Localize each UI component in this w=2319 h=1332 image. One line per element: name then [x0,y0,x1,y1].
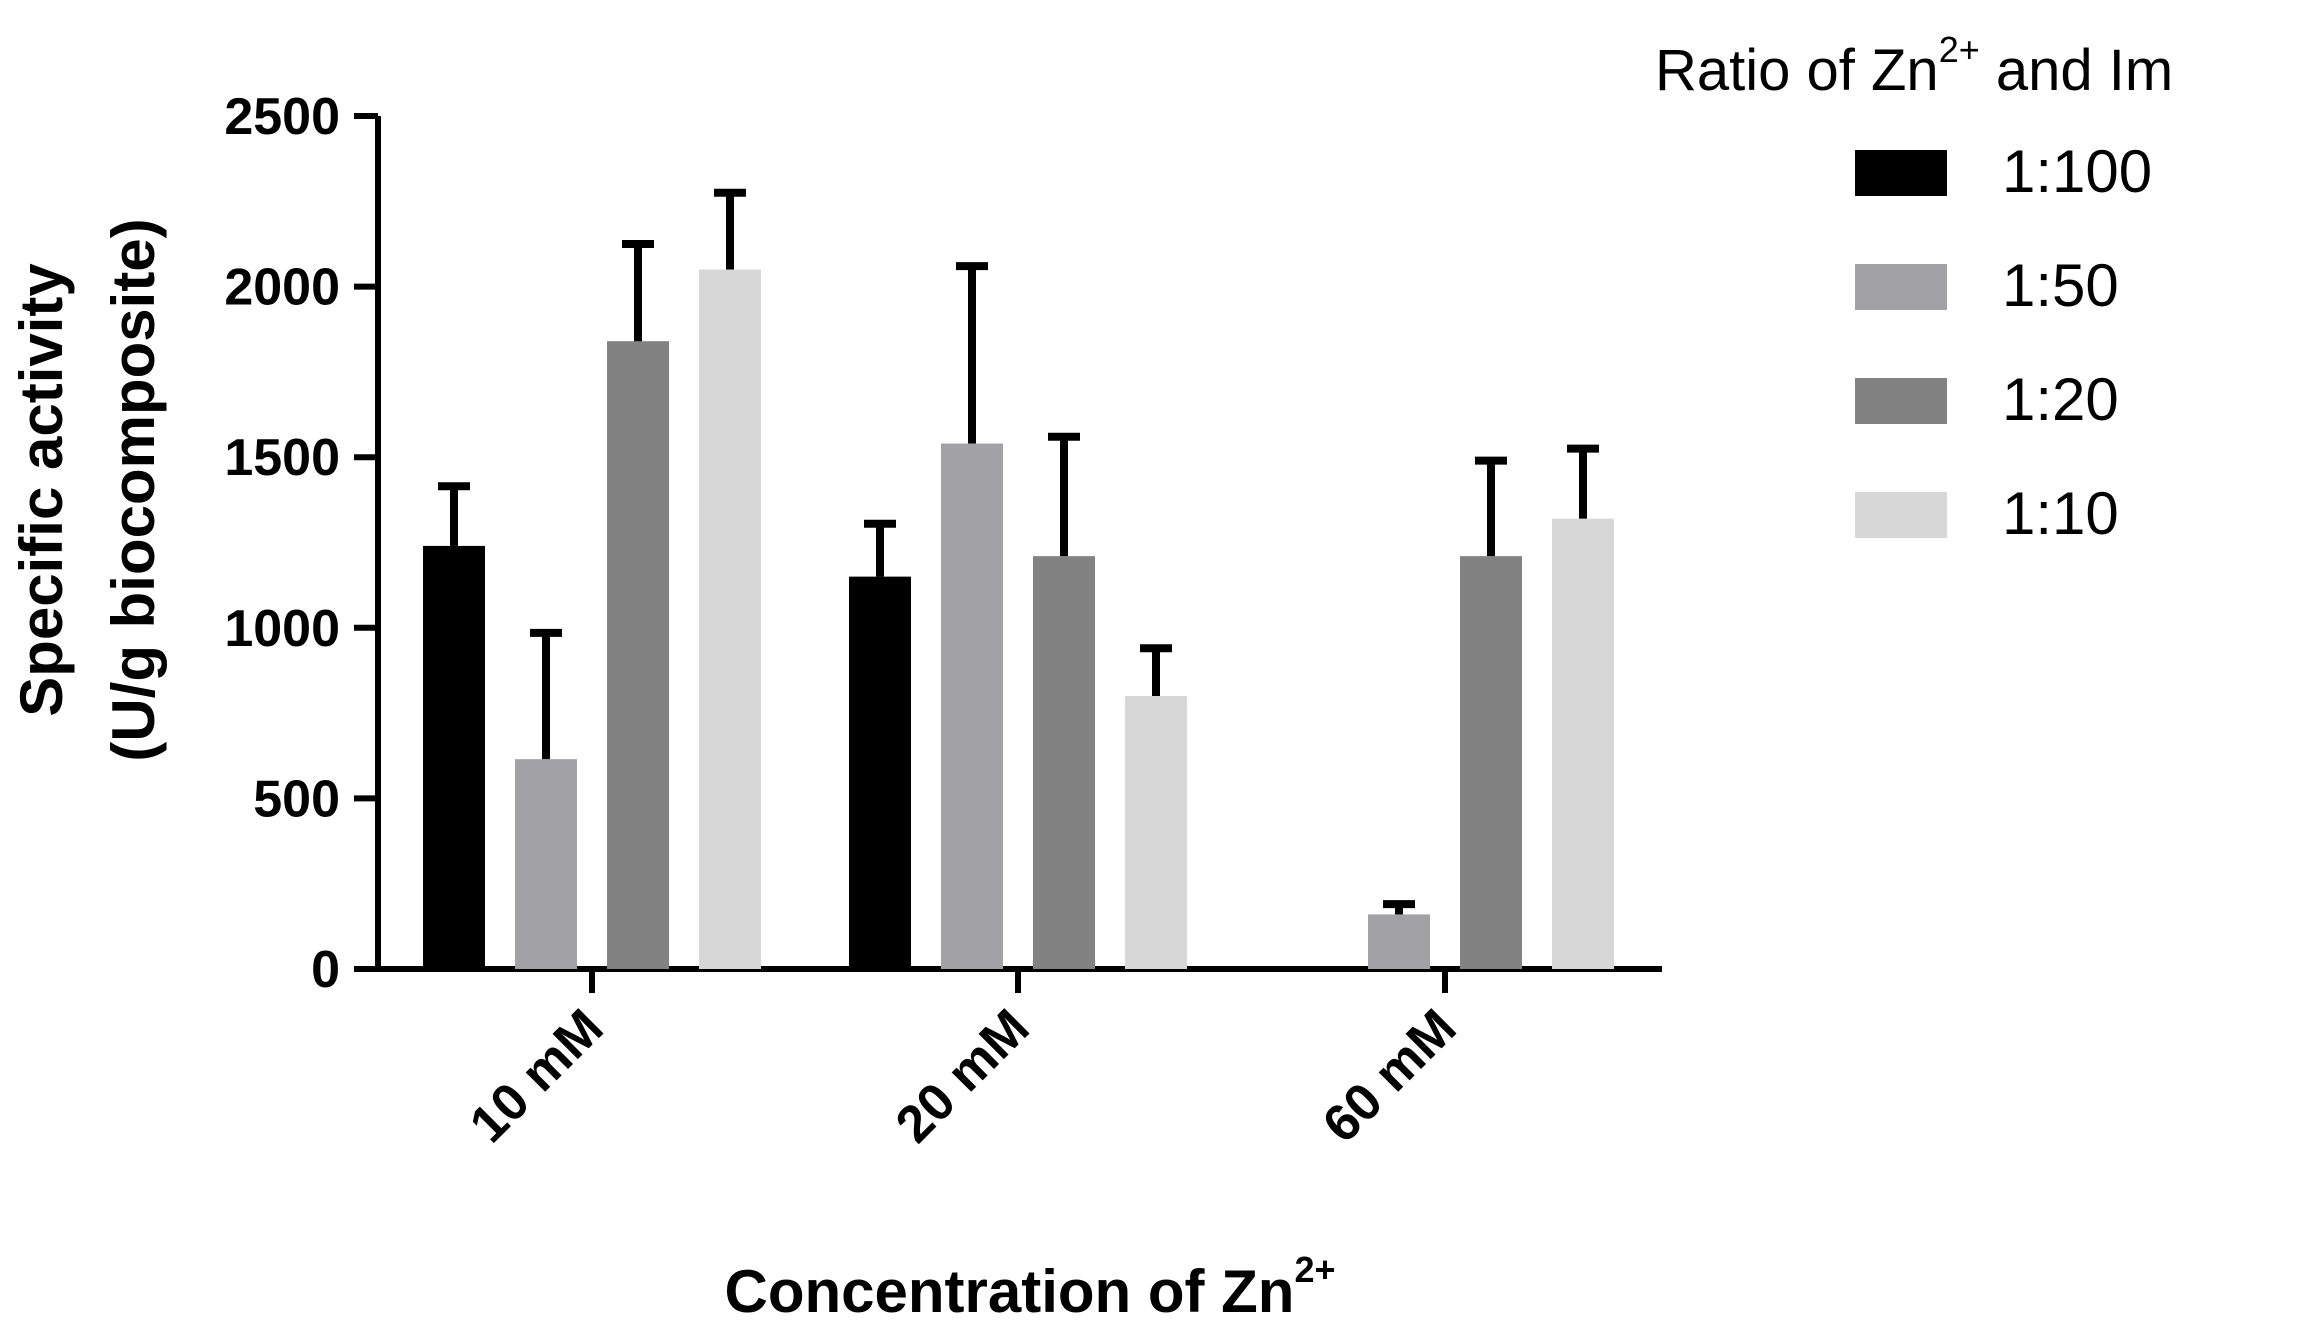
legend-swatch [1855,150,1947,196]
y-tick-label: 1500 [224,429,340,487]
legend-title-rest: and Im [1980,38,2173,103]
bar [699,269,761,969]
bar [941,443,1003,969]
bar [849,576,911,969]
y-tick-label: 2000 [224,259,340,317]
bar [1460,556,1522,969]
legend: 1:100 1:50 1:20 1:10 [1855,138,2152,547]
x-axis-title-superscript: 2+ [1294,1249,1335,1290]
x-axis-title: Concentration of Zn2+ [725,1249,1336,1325]
bar [515,759,577,969]
x-tick-label: 20 mM [885,998,1040,1153]
bar [1368,914,1430,969]
legend-label: 1:10 [2002,480,2119,547]
y-tick-label: 2500 [224,88,340,146]
y-axis-title-line2: (U/g biocomposite) [100,218,167,761]
bar [423,545,485,969]
y-tick-label: 500 [253,770,340,828]
legend-label: 1:50 [2002,252,2119,319]
x-axis-title-main: Concentration of Zn [725,1258,1295,1325]
legend-swatch [1855,378,1947,424]
legend-title-main: Ratio of Zn [1655,38,1939,103]
plot-area: 0 500 1000 1500 2000 2500 10 mM 20 mM 60 mM [224,88,1662,1154]
y-axis-title-line1: Specific activity [8,263,75,717]
x-tick-label: 10 mM [459,998,614,1153]
y-axis-title: Specific activity (U/g biocomposite) [8,218,167,761]
bar [1552,518,1614,969]
y-tick-label: 0 [311,941,340,999]
legend-label: 1:100 [2002,138,2152,205]
legend-swatch [1855,264,1947,310]
bar [1033,556,1095,969]
x-tick-label: 60 mM [1312,998,1467,1153]
bar [607,341,669,969]
legend-title-superscript: 2+ [1939,29,1980,70]
y-tick-label: 1000 [224,600,340,658]
legend-label: 1:20 [2002,366,2119,433]
legend-title: Ratio of Zn2+ and Im [1655,29,2173,103]
legend-swatch [1855,492,1947,538]
bar [1125,696,1187,969]
